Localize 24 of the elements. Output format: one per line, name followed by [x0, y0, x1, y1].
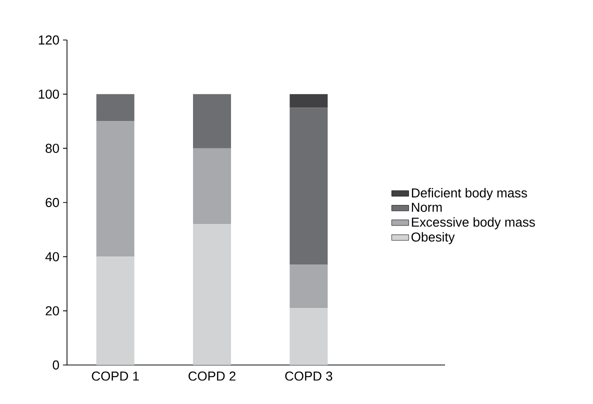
bar	[193, 94, 232, 148]
y-tick-label: 40	[45, 252, 59, 262]
bar	[193, 224, 232, 365]
bar	[290, 108, 328, 265]
bar	[290, 94, 328, 108]
bar	[290, 264, 328, 308]
legend-label: Obesity	[412, 232, 455, 244]
y-tick-label: 60	[46, 198, 59, 208]
legend-label: Norm	[412, 202, 442, 212]
bar	[96, 94, 134, 122]
x-tick-label: COPD 2	[188, 372, 236, 381]
x-tick-label: COPD 3	[285, 372, 332, 381]
legend-label: Deficient body mass	[412, 188, 528, 200]
y-tick-label: 80	[46, 144, 59, 153]
y-tick-label: 0	[52, 360, 59, 370]
x-tick-label: COPD 1	[92, 372, 139, 381]
bar	[290, 308, 328, 365]
y-tick-label: 100	[38, 90, 59, 99]
y-tick-label: 120	[38, 35, 59, 45]
legend-label: Excessive body mass	[412, 217, 535, 230]
y-tick-label: 20	[46, 306, 59, 316]
bar	[96, 256, 134, 365]
bar	[96, 121, 134, 257]
bar	[193, 148, 232, 224]
